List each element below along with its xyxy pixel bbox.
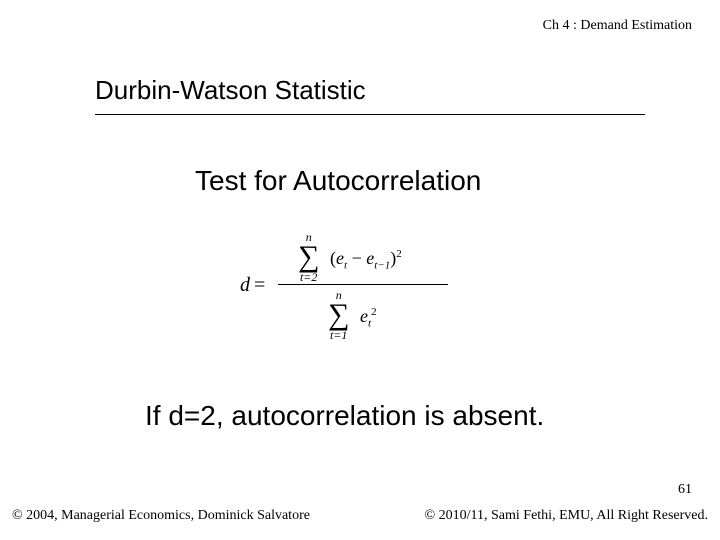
conclusion-text: If d=2, autocorrelation is absent. <box>145 400 544 432</box>
slide-title: Durbin-Watson Statistic <box>95 75 645 115</box>
equals-sign: = <box>254 274 265 296</box>
squared: 2 <box>396 248 402 260</box>
numerator-expression: (et − et−1)2 <box>330 248 402 272</box>
denominator-sigma: n ∑ t=1 <box>328 290 349 340</box>
title-block: Durbin-Watson Statistic <box>95 75 645 115</box>
page-number: 61 <box>678 482 692 498</box>
dw-formula: d= n ∑ t=2 (et − et−1)2 n ∑ t=1 et2 <box>240 230 450 340</box>
den-sigma-lower: t=1 <box>328 330 349 340</box>
squared-den: 2 <box>371 306 377 318</box>
minus-sign: − <box>352 248 362 268</box>
denominator-expression: et2 <box>360 306 377 330</box>
e-t-den: e <box>360 306 368 326</box>
footer-right: © 2010/11, Sami Fethi, EMU, All Right Re… <box>425 508 709 524</box>
footer-left: © 2004, Managerial Economics, Dominick S… <box>12 508 310 524</box>
slide-subtitle: Test for Autocorrelation <box>195 165 481 197</box>
sub-t-den: t <box>368 318 371 330</box>
fraction-line <box>278 284 448 285</box>
sub-t-1: t−1 <box>374 260 390 272</box>
var-d: d <box>240 274 250 296</box>
chapter-header: Ch 4 : Demand Estimation <box>543 18 692 34</box>
e-t: e <box>336 248 344 268</box>
sigma-icon: ∑ <box>298 242 319 272</box>
numerator-sigma: n ∑ t=2 <box>298 232 319 282</box>
sub-t: t <box>344 260 347 272</box>
num-sigma-lower: t=2 <box>298 272 319 282</box>
formula-lhs: d= <box>240 274 269 297</box>
sigma-icon: ∑ <box>328 300 349 330</box>
